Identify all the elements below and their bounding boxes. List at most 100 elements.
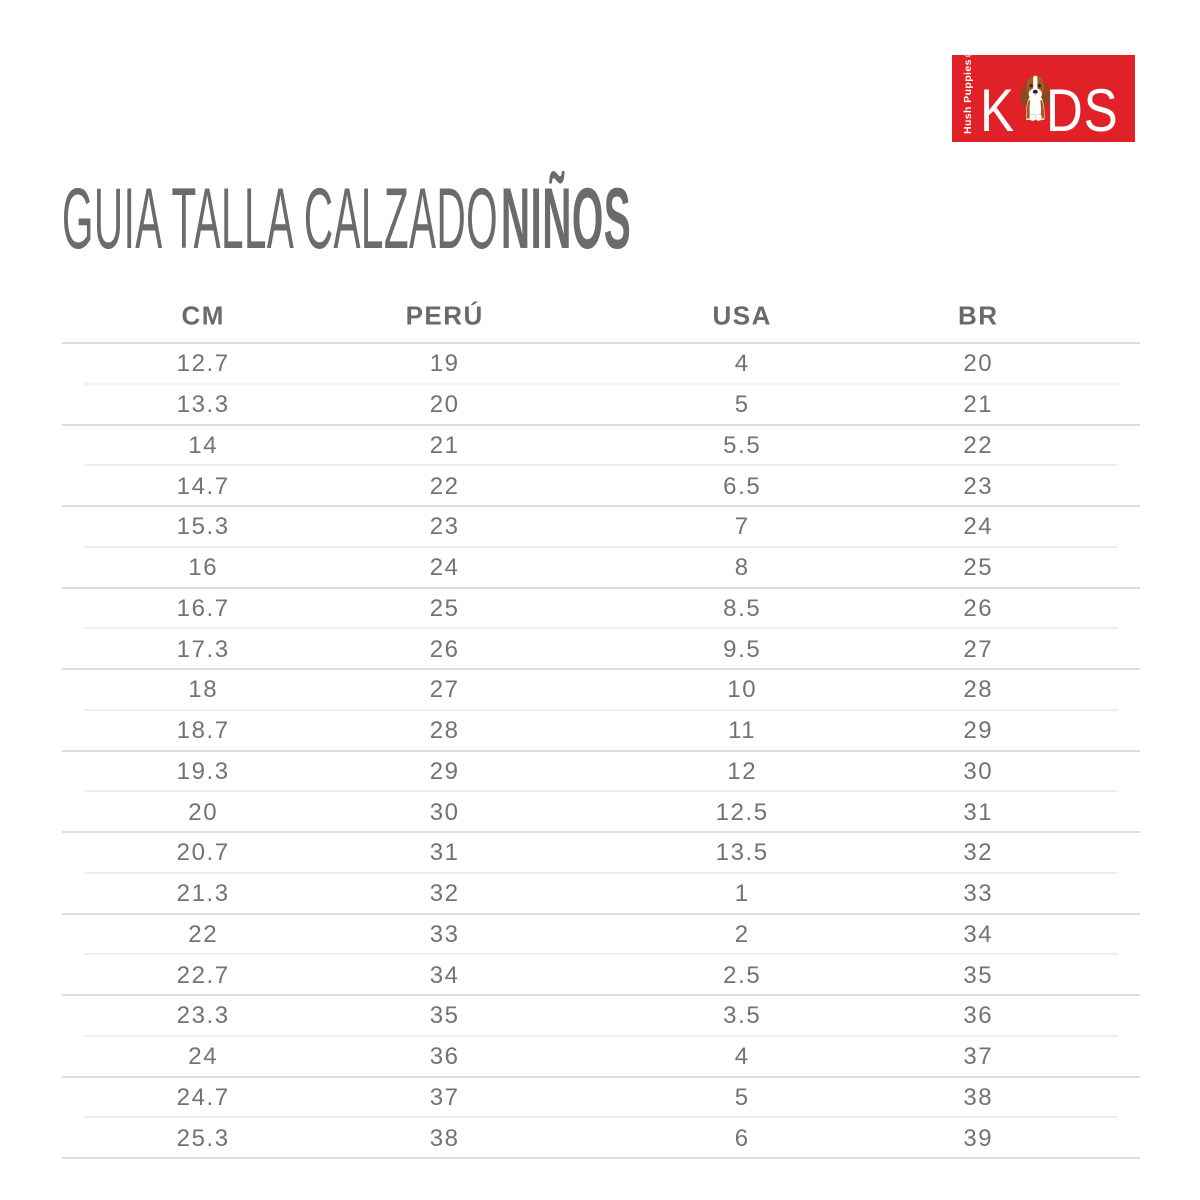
table-cell: 13.3 <box>176 391 230 419</box>
table-cell: 4 <box>734 1043 750 1071</box>
table-cell: 8.5 <box>723 594 762 622</box>
logo-letter-k: K <box>980 77 1015 145</box>
table-row: 15.3 23 7 24 <box>62 507 1140 548</box>
table-cell: 38 <box>963 1083 994 1111</box>
table-row: 19.3 29 12 30 <box>62 752 1140 793</box>
table-cell: 16 <box>188 554 219 582</box>
table-cell: 35 <box>963 961 994 989</box>
table-cell: 24 <box>429 554 460 582</box>
table-cell: 21.3 <box>176 880 230 908</box>
logo-kids-text: K <box>980 61 1131 145</box>
table-cell: 20.7 <box>176 839 230 867</box>
table-row: 18 27 10 28 <box>62 670 1140 711</box>
table-cell: 36 <box>429 1043 460 1071</box>
table-row: 14 21 5.5 22 <box>62 426 1140 467</box>
table-cell: 12.7 <box>176 350 230 378</box>
table-cell: 10 <box>727 676 758 704</box>
table-row: 21.3 32 1 33 <box>62 874 1140 915</box>
table-row: 22.7 34 2.5 35 <box>62 955 1140 996</box>
table-cell: 30 <box>429 798 460 826</box>
table-row: 14.7 22 6.5 23 <box>62 466 1140 507</box>
table-cell: 6 <box>734 1124 750 1152</box>
table-row: 18.7 28 11 29 <box>62 711 1140 752</box>
table-cell: 26 <box>429 635 460 663</box>
table-cell: 8 <box>734 554 750 582</box>
table-cell: 22.7 <box>176 961 230 989</box>
table-cell: 23.3 <box>176 1002 230 1030</box>
brand-vertical-text: Hush Puppies® <box>962 46 974 134</box>
table-cell: 25 <box>429 594 460 622</box>
table-cell: 9.5 <box>723 635 762 663</box>
table-cell: 11 <box>728 717 757 745</box>
table-cell: 7 <box>734 513 750 541</box>
table-cell: 37 <box>429 1083 460 1111</box>
table-row: 12.7 19 4 20 <box>62 344 1140 385</box>
table-cell: 32 <box>963 839 994 867</box>
table-row: 20.7 31 13.5 32 <box>62 833 1140 874</box>
basset-hound-icon <box>1020 75 1050 121</box>
table-cell: 19 <box>429 350 460 378</box>
table-row: 23.3 35 3.5 36 <box>62 996 1140 1037</box>
table-cell: 24 <box>963 513 994 541</box>
table-row: 24.7 37 5 38 <box>62 1078 1140 1119</box>
table-cell: 14 <box>188 431 219 459</box>
table-cell: 3.5 <box>723 1002 762 1030</box>
table-cell: 21 <box>429 431 460 459</box>
table-cell: 22 <box>429 472 460 500</box>
table-cell: 22 <box>963 431 994 459</box>
size-guide-table: CM PERÚ USA BR 12.7 19 4 20 13.3 20 5 21 14 21 5.5… <box>62 290 1140 1159</box>
table-cell: 17.3 <box>176 635 230 663</box>
table-cell: 18.7 <box>176 717 230 745</box>
table-cell: 5 <box>734 1083 750 1111</box>
table-cell: 28 <box>429 717 460 745</box>
col-header-cm: CM <box>181 300 225 331</box>
table-cell: 13.5 <box>715 839 769 867</box>
col-header-peru: PERÚ <box>405 300 484 331</box>
table-cell: 12.5 <box>715 798 769 826</box>
table-cell: 5.5 <box>723 431 762 459</box>
table-cell: 18 <box>188 676 219 704</box>
table-cell: 25.3 <box>176 1124 230 1152</box>
table-cell: 33 <box>963 880 994 908</box>
table-cell: 37 <box>963 1043 994 1071</box>
table-cell: 20 <box>963 350 994 378</box>
table-cell: 30 <box>963 757 994 785</box>
table-cell: 23 <box>963 472 994 500</box>
page-title: GUIA TALLA CALZADONIÑOS <box>62 176 631 262</box>
table-cell: 20 <box>429 391 460 419</box>
table-cell: 2 <box>734 920 750 948</box>
table-cell: 4 <box>734 350 750 378</box>
table-cell: 5 <box>734 391 750 419</box>
table-cell: 14.7 <box>176 472 230 500</box>
table-cell: 34 <box>429 961 460 989</box>
title-bold: NIÑOS <box>500 171 632 267</box>
table-body: 12.7 19 4 20 13.3 20 5 21 14 21 5.5 22 14.7 22 6.5 2 3 1 5… <box>62 344 1140 1159</box>
table-cell: 25 <box>963 554 994 582</box>
table-cell: 23 <box>429 513 460 541</box>
table-cell: 6.5 <box>723 472 762 500</box>
table-row: 16.7 25 8.5 26 <box>62 589 1140 630</box>
table-cell: 21 <box>963 391 994 419</box>
table-cell: 19.3 <box>176 757 230 785</box>
table-row: 20 30 12.5 31 <box>62 792 1140 833</box>
table-cell: 33 <box>429 920 460 948</box>
table-cell: 12 <box>727 757 758 785</box>
col-header-br: BR <box>958 300 999 331</box>
table-row: 24 36 4 37 <box>62 1037 1140 1078</box>
table-row: 16 24 8 25 <box>62 548 1140 589</box>
table-cell: 27 <box>963 635 994 663</box>
logo-letters-ds: DS <box>1045 77 1119 145</box>
table-cell: 24 <box>188 1043 219 1071</box>
col-header-usa: USA <box>712 300 772 331</box>
table-header-row: CM PERÚ USA BR <box>62 290 1140 344</box>
table-cell: 38 <box>429 1124 460 1152</box>
table-cell: 2.5 <box>723 961 762 989</box>
table-cell: 34 <box>963 920 994 948</box>
title-regular: GUIA TALLA CALZADO <box>62 171 499 267</box>
table-cell: 28 <box>963 676 994 704</box>
table-cell: 31 <box>429 839 460 867</box>
brand-logo: Hush Puppies® K <box>952 46 1135 145</box>
table-cell: 29 <box>963 717 994 745</box>
table-cell: 36 <box>963 1002 994 1030</box>
